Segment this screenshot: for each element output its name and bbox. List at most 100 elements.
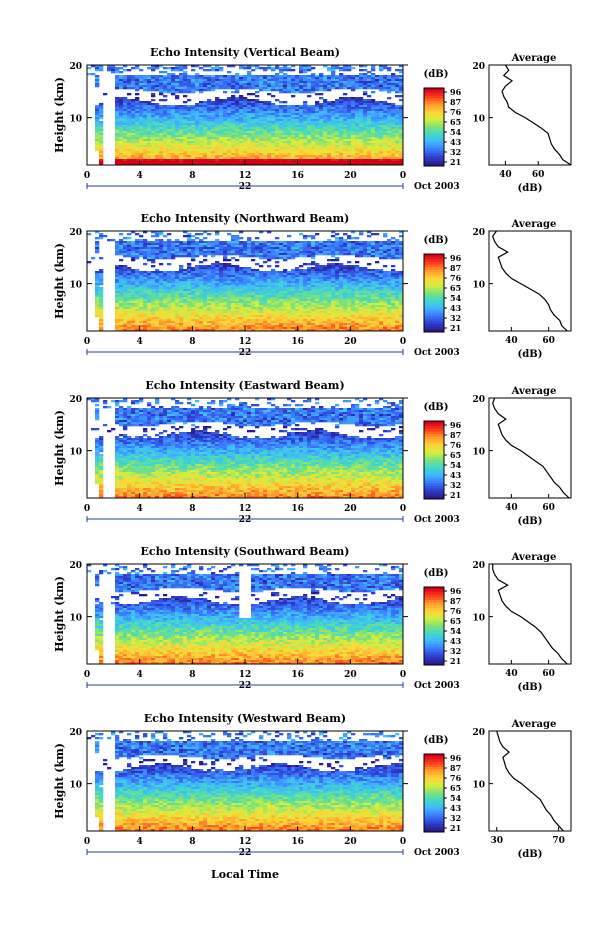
heatmap-cell bbox=[143, 85, 148, 88]
heatmap-cell bbox=[131, 323, 136, 326]
heatmap-cell bbox=[211, 311, 216, 314]
heatmap-cell bbox=[215, 313, 220, 316]
heatmap-cell bbox=[271, 111, 276, 114]
heatmap-cell bbox=[187, 151, 192, 154]
heatmap-cell bbox=[187, 265, 192, 268]
heatmap-cell bbox=[323, 133, 328, 136]
heatmap-cell bbox=[291, 83, 296, 86]
heatmap-cell bbox=[227, 283, 232, 286]
heatmap-cell bbox=[219, 265, 224, 268]
heatmap-cell bbox=[215, 325, 220, 328]
heatmap-cell bbox=[155, 323, 160, 326]
heatmap-cell bbox=[367, 163, 372, 166]
heatmap-cell bbox=[263, 139, 268, 142]
heatmap-cell bbox=[127, 153, 132, 156]
heatmap-cell bbox=[251, 161, 256, 164]
heatmap-cell bbox=[335, 145, 340, 148]
heatmap-cell bbox=[295, 133, 300, 136]
heatmap-cell bbox=[171, 275, 176, 278]
heatmap-cell bbox=[331, 133, 336, 136]
heatmap-cell bbox=[271, 79, 276, 82]
heatmap-cell bbox=[147, 113, 152, 116]
heatmap-cell bbox=[315, 111, 320, 114]
heatmap-cell bbox=[295, 161, 300, 164]
heatmap-cell bbox=[119, 311, 124, 314]
heatmap-cell bbox=[391, 131, 396, 134]
heatmap-cell bbox=[179, 299, 184, 302]
heatmap-cell bbox=[211, 115, 216, 118]
heatmap-cell bbox=[123, 97, 128, 100]
heatmap-cell bbox=[211, 275, 216, 278]
heatmap-cell bbox=[379, 89, 384, 92]
heatmap-cell bbox=[151, 149, 156, 152]
heatmap-cell bbox=[131, 247, 136, 250]
heatmap-cell bbox=[151, 265, 156, 268]
heatmap-cell bbox=[187, 317, 192, 320]
heatmap-cell bbox=[147, 107, 152, 110]
heatmap-cell bbox=[359, 85, 364, 88]
heatmap-cell bbox=[187, 147, 192, 150]
heatmap-cell bbox=[219, 311, 224, 314]
heatmap-cell bbox=[339, 77, 344, 80]
heatmap-cell bbox=[147, 271, 152, 274]
heatmap-cell bbox=[395, 159, 400, 162]
heatmap-cell bbox=[359, 77, 364, 80]
heatmap-cell bbox=[127, 319, 132, 322]
heatmap-cell bbox=[391, 149, 396, 152]
heatmap-cell bbox=[131, 297, 136, 300]
heatmap-cell bbox=[223, 255, 228, 258]
heatmap-cell bbox=[263, 67, 268, 70]
heatmap-cell bbox=[283, 151, 288, 154]
day-label: 22 bbox=[239, 182, 252, 192]
heatmap-cell bbox=[191, 135, 196, 138]
heatmap-cell bbox=[271, 295, 276, 298]
heatmap-cell bbox=[211, 307, 216, 310]
heatmap-cell bbox=[223, 271, 228, 274]
heatmap-cell bbox=[351, 147, 356, 150]
heatmap-cell bbox=[247, 251, 252, 254]
heatmap-cell bbox=[163, 133, 168, 136]
heatmap-cell bbox=[159, 241, 164, 244]
heatmap-cell bbox=[187, 297, 192, 300]
heatmap-cell bbox=[255, 151, 260, 154]
heatmap-cell bbox=[99, 69, 104, 72]
heatmap-cell bbox=[187, 251, 192, 254]
heatmap-cell bbox=[319, 127, 324, 130]
heatmap-cell bbox=[155, 249, 160, 252]
heatmap-cell bbox=[179, 251, 184, 254]
heatmap-cell bbox=[139, 77, 144, 80]
heatmap-cell bbox=[159, 255, 164, 258]
heatmap-cell bbox=[291, 109, 296, 112]
heatmap-cell bbox=[155, 235, 160, 238]
heatmap-cell bbox=[311, 161, 316, 164]
heatmap-cell bbox=[271, 273, 276, 276]
heatmap-cell bbox=[175, 155, 180, 158]
heatmap-cell bbox=[387, 161, 392, 164]
heatmap-cell bbox=[167, 85, 172, 88]
heatmap-cell bbox=[327, 141, 332, 144]
heatmap-cell bbox=[219, 105, 224, 108]
heatmap-cell bbox=[247, 253, 252, 256]
heatmap-cell bbox=[231, 81, 236, 84]
heatmap-cell bbox=[195, 283, 200, 286]
heatmap-cell bbox=[271, 77, 276, 80]
heatmap-cell bbox=[235, 277, 240, 280]
heatmap-cell bbox=[283, 87, 288, 90]
heatmap-cell bbox=[99, 133, 104, 136]
heatmap-cell bbox=[211, 113, 216, 116]
heatmap-cell bbox=[191, 131, 196, 134]
heatmap-cell bbox=[387, 105, 392, 108]
heatmap-cell bbox=[315, 105, 320, 108]
heatmap-cell bbox=[167, 297, 172, 300]
heatmap-cell bbox=[371, 143, 376, 146]
heatmap-cell bbox=[339, 115, 344, 118]
heatmap-cell bbox=[275, 161, 280, 164]
heatmap-cell bbox=[143, 321, 148, 324]
heatmap-cell bbox=[187, 295, 192, 298]
heatmap-cell bbox=[327, 123, 332, 126]
heatmap-cell bbox=[387, 87, 392, 90]
heatmap-cell bbox=[239, 111, 244, 114]
heatmap-cell bbox=[263, 143, 268, 146]
heatmap-cell bbox=[307, 107, 312, 110]
heatmap-cell bbox=[239, 325, 244, 328]
